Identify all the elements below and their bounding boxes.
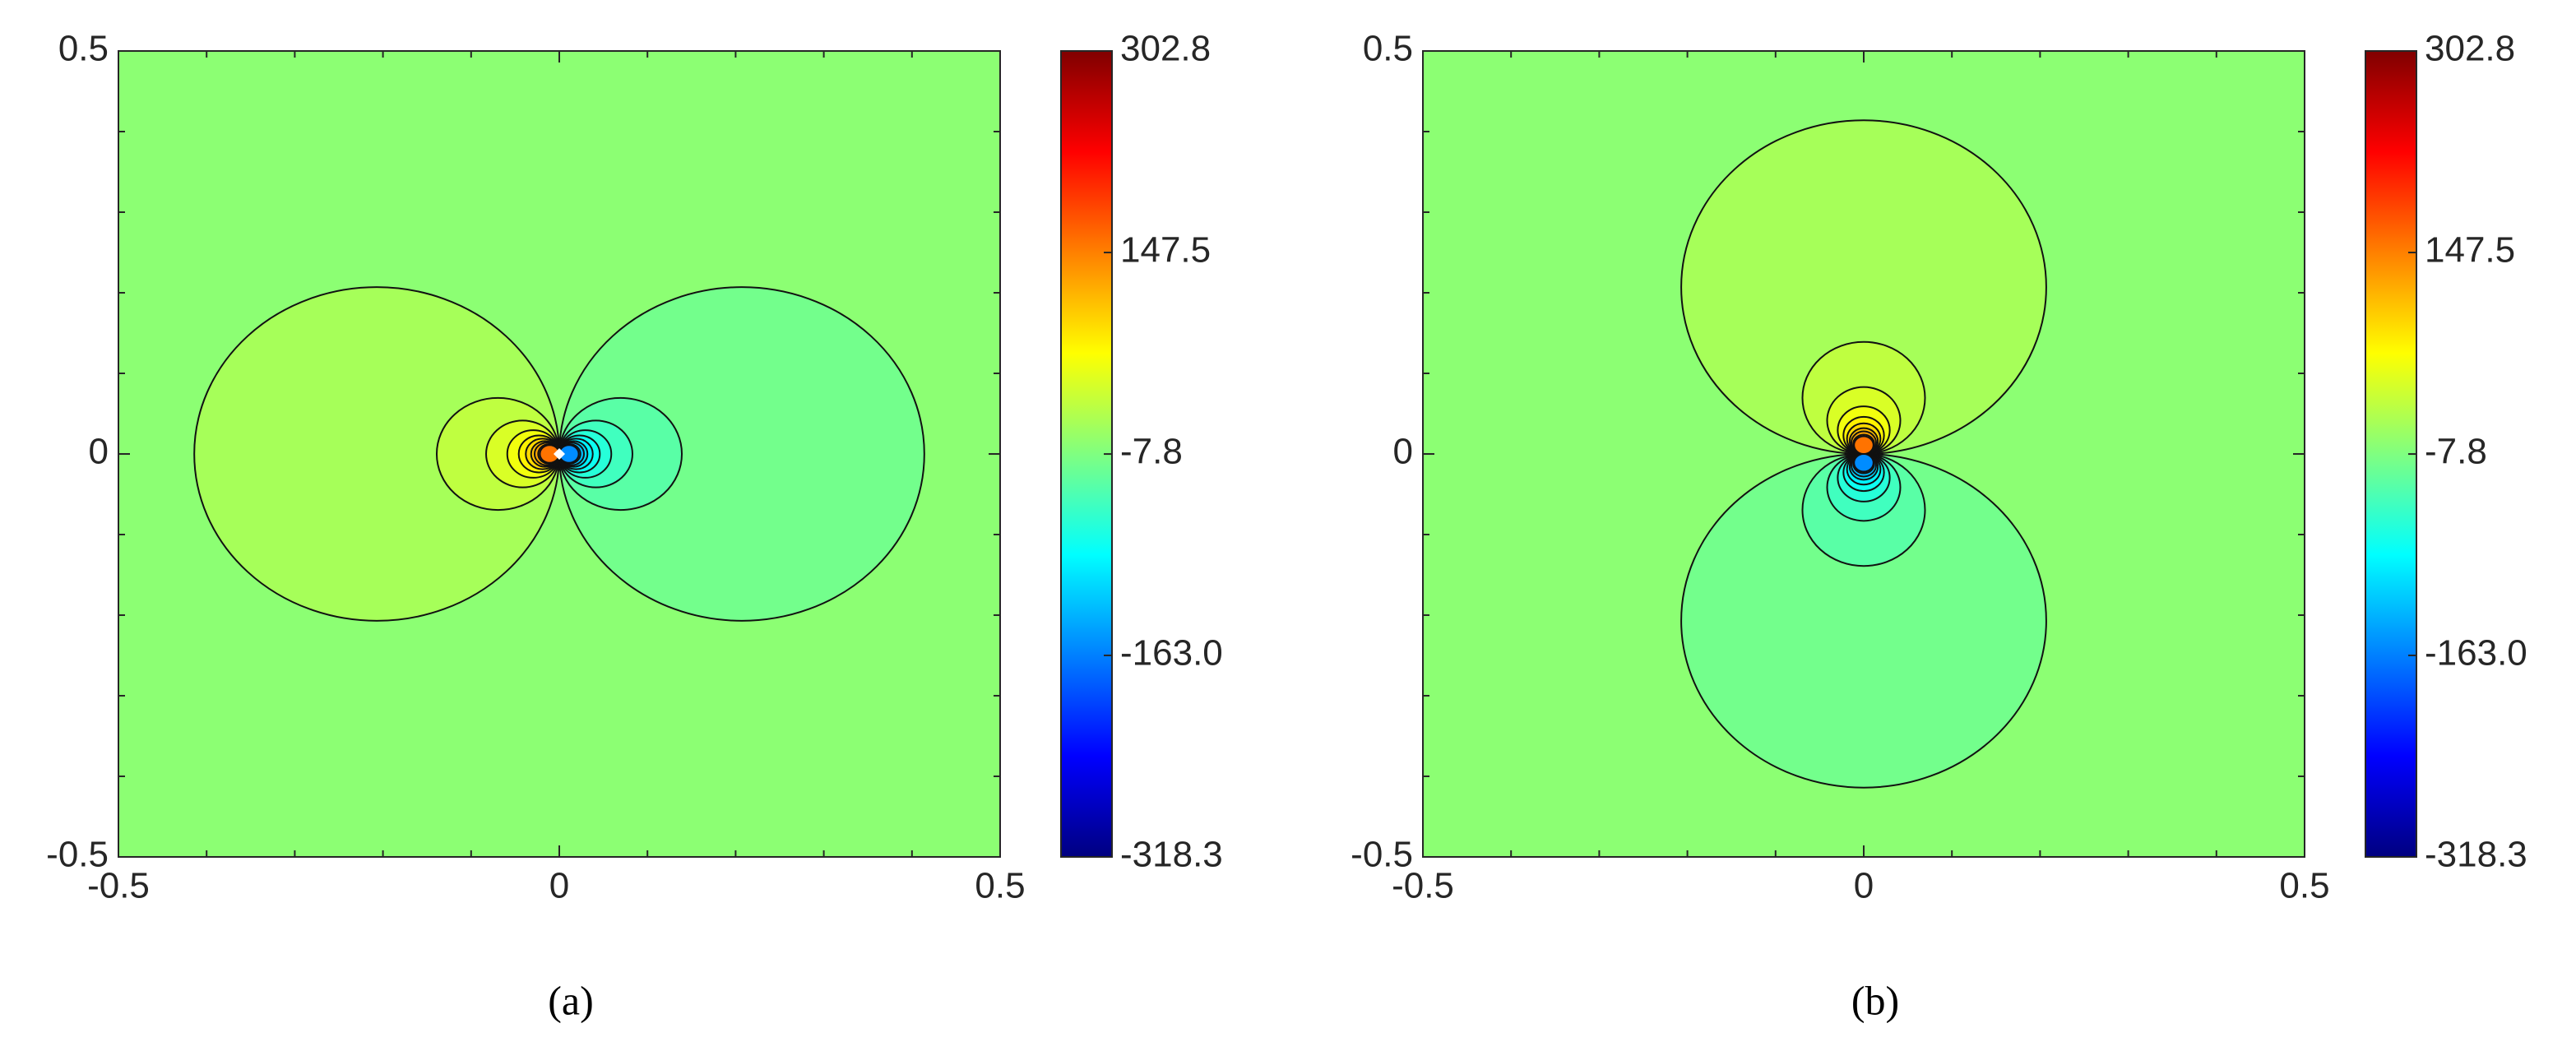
x-tick-label: 0: [549, 866, 569, 906]
panel-label: (a): [548, 977, 594, 1023]
y-tick-label: 0: [89, 432, 109, 472]
x-tick-label: 0.5: [975, 866, 1025, 906]
x-tick-label: -0.5: [87, 866, 150, 906]
contour-line: [1853, 453, 1874, 473]
singularity: [554, 448, 565, 460]
colorbar-tick-label: -318.3: [1120, 835, 1223, 875]
colorbar-tick-label: 302.8: [1120, 29, 1211, 69]
colorbar-tick-label: -7.8: [1120, 432, 1183, 472]
colorbar-tick-label: -163.0: [1120, 633, 1223, 674]
contour-group: [193, 286, 925, 622]
contour-line: [1853, 435, 1874, 455]
colorbar-tick-label: 147.5: [2425, 230, 2515, 271]
contour-group: [1680, 119, 2047, 789]
colorbar-tick-label: -163.0: [2425, 633, 2527, 674]
x-tick-label: 0: [1854, 866, 1874, 906]
colorbar-tick-label: 302.8: [2425, 29, 2515, 69]
y-tick-label: 0: [1393, 432, 1413, 472]
x-tick-label: -0.5: [1392, 866, 1454, 906]
x-tick-label: 0.5: [2279, 866, 2329, 906]
colorbar: [2365, 50, 2417, 858]
panel-label: (b): [1851, 977, 1899, 1023]
colorbar-tick-label: -7.8: [2425, 432, 2487, 472]
y-tick-label: 0.5: [1363, 29, 1413, 69]
colorbar: [1060, 50, 1113, 858]
y-tick-label: 0.5: [58, 29, 109, 69]
colorbar-tick-label: 147.5: [1120, 230, 1211, 271]
colorbar-tick-label: -318.3: [2425, 835, 2527, 875]
y-tick-label: -0.5: [46, 835, 109, 875]
y-tick-label: -0.5: [1351, 835, 1413, 875]
